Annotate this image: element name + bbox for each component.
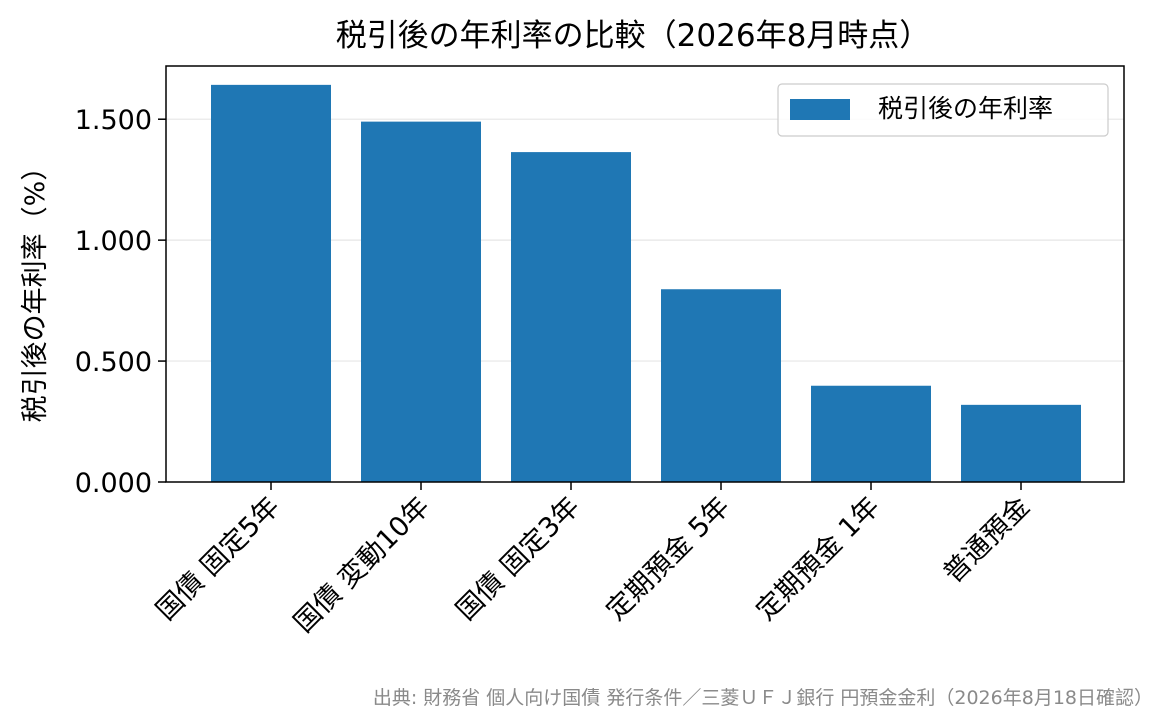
y-tick-label: 0.500 bbox=[75, 347, 152, 378]
x-tick-label: 国債 固定3年 bbox=[450, 491, 586, 627]
x-tick-label: 普通預金 bbox=[938, 491, 1036, 589]
y-tick-label: 1.500 bbox=[75, 105, 152, 136]
legend-label: 税引後の年利率 bbox=[878, 94, 1053, 123]
bar bbox=[511, 152, 631, 482]
source-note: 出典: 財務省 個人向け国債 発行条件／三菱ＵＦＪ銀行 円預金金利（2026年8… bbox=[372, 687, 1153, 709]
bar bbox=[961, 404, 1081, 482]
legend: 税引後の年利率 bbox=[777, 83, 1109, 137]
y-tick-label: 0.000 bbox=[75, 468, 152, 499]
bar bbox=[361, 121, 481, 483]
x-tick-label: 定期預金 5年 bbox=[600, 491, 736, 627]
bar bbox=[811, 385, 931, 482]
y-axis-label: 税引後の年利率（%） bbox=[20, 154, 51, 423]
x-tick-label: 国債 固定5年 bbox=[150, 491, 286, 627]
x-tick-label: 国債 変動10年 bbox=[288, 491, 436, 639]
chart-title: 税引後の年利率の比較（2026年8月時点） bbox=[336, 18, 931, 54]
legend-box bbox=[777, 83, 1109, 137]
bar bbox=[661, 289, 781, 482]
legend-swatch bbox=[790, 99, 850, 120]
x-tick-label: 定期預金 1年 bbox=[750, 491, 886, 627]
y-tick-label: 1.000 bbox=[75, 226, 152, 257]
plot-frame bbox=[165, 65, 1125, 483]
bar bbox=[211, 84, 331, 483]
